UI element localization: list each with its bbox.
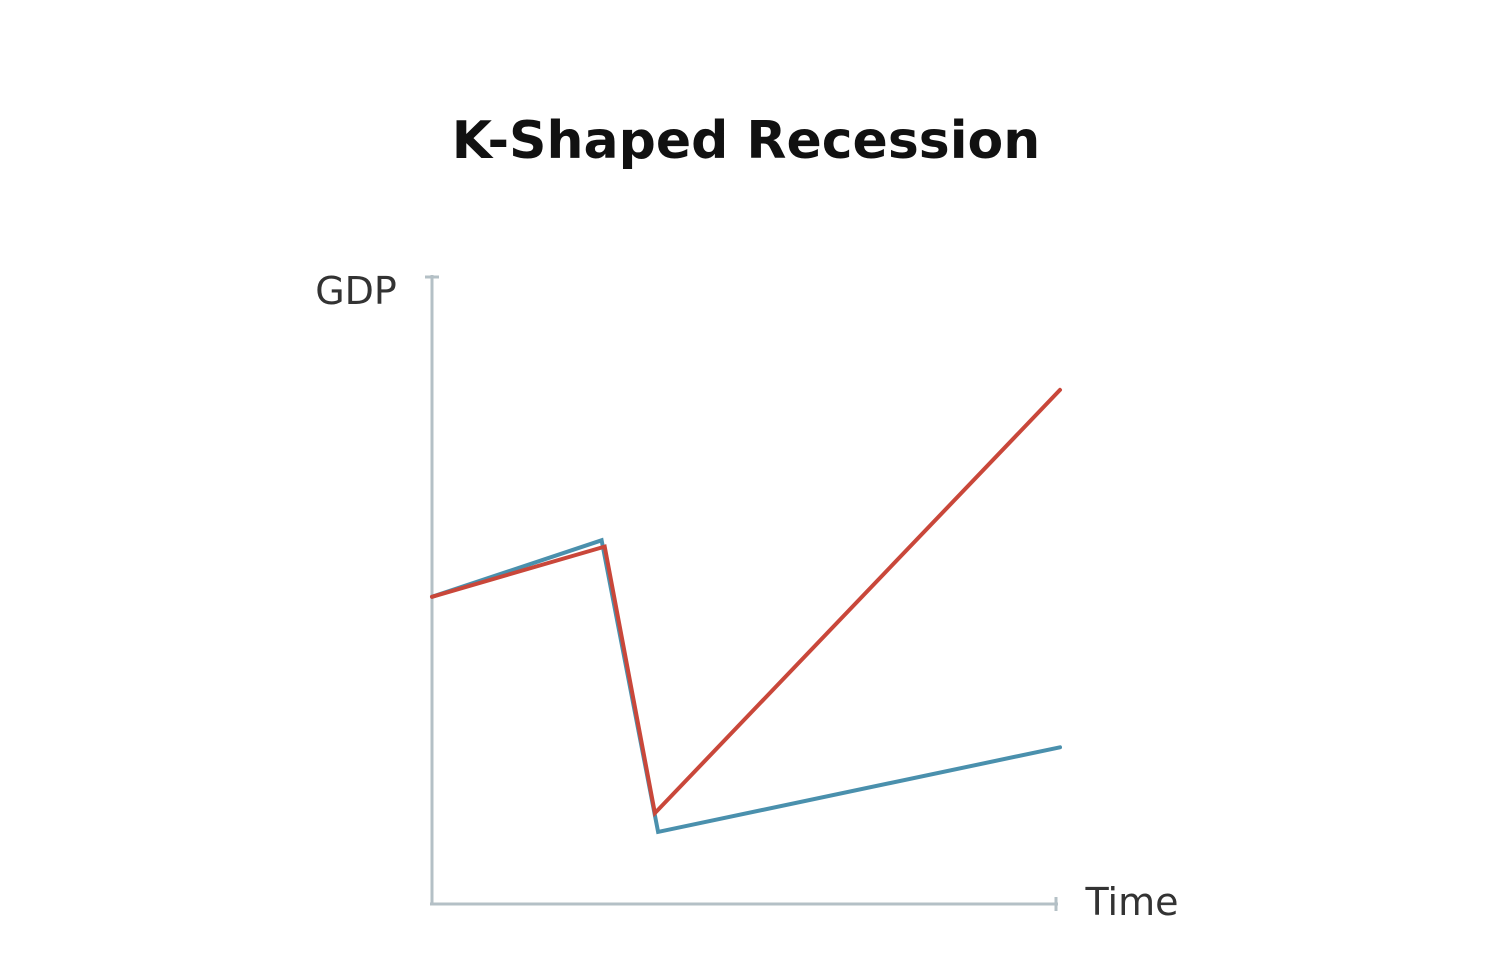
chart-title: K-Shaped Recession [452, 111, 1041, 171]
series-line-1 [430, 537, 1062, 835]
series-line-2 [430, 387, 1062, 818]
x-axis-label: Time [1085, 880, 1179, 924]
axes [425, 275, 1058, 911]
y-axis-label: GDP [315, 269, 397, 313]
series-group [430, 387, 1062, 835]
